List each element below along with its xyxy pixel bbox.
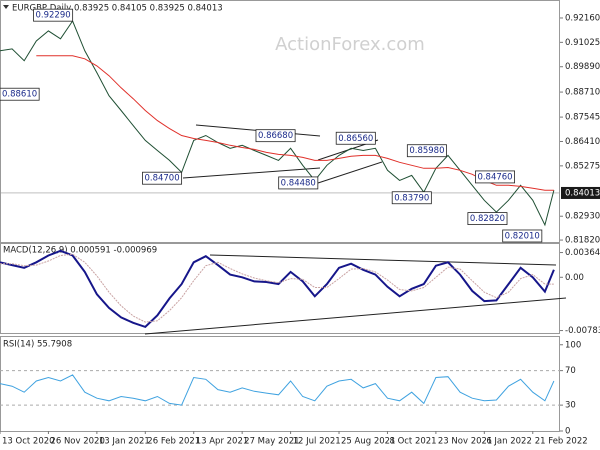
annotation-label: 0.86680 [258, 131, 293, 141]
annotation-label: 0.84480 [281, 178, 316, 188]
x-tick-label: 21 Feb 2022 [535, 437, 588, 447]
series-line [36, 55, 554, 191]
annotation: 0.92290 [33, 8, 74, 22]
annotation-box [502, 229, 543, 243]
annotation: 0.86560 [335, 131, 376, 145]
y-tick-label: 0.88710 [565, 88, 600, 98]
annotation: 0.83790 [391, 191, 432, 205]
annotation-box [391, 191, 432, 205]
rsi-title: RSI(14) 55.7908 [3, 340, 72, 350]
annotation-box [0, 87, 40, 101]
annotation-box [255, 129, 296, 143]
x-tick-label: 26 Nov 2020 [50, 437, 104, 447]
x-tick-label: 8 Oct 2021 [389, 437, 436, 447]
y-tick-label: 0.81820 [565, 236, 600, 246]
x-tick-label: 26 Feb 2021 [147, 437, 200, 447]
title-icon [3, 5, 9, 9]
y-tick-label: 0.86410 [565, 137, 600, 147]
y-tick-label: 0.91025 [565, 38, 600, 48]
y-tick-label: 0.003641 [565, 248, 600, 258]
annotation: 0.86680 [255, 129, 296, 143]
annotation-label: 0.82010 [505, 231, 540, 241]
macd-panel-frame [0, 243, 560, 334]
annotation-label: 0.84700 [144, 174, 179, 184]
series-line [0, 19, 555, 227]
y-tick-label: 0.82930 [565, 212, 600, 222]
series-line [0, 374, 555, 406]
annotation: 0.84760 [475, 170, 515, 184]
annotation-label: 0.86560 [338, 134, 373, 144]
annotation-label: 0.85980 [409, 146, 444, 156]
last-price-label: 0.84013 [565, 188, 600, 198]
y-tick-label: 0.92160 [565, 13, 600, 23]
y-tick-label: 0.87545 [565, 113, 600, 123]
x-tick-label: 13 Jan 2021 [99, 437, 150, 447]
y-tick-label: 0.89890 [565, 62, 600, 72]
x-tick-label: 13 Oct 2020 [2, 437, 55, 447]
macd-title: MACD(12,26,9) 0.000591 -0.000969 [3, 246, 157, 256]
annotation-box [475, 170, 515, 184]
x-tick-label: 12 Jul 2021 [293, 437, 341, 447]
series-line [0, 253, 554, 323]
last-price-box [561, 186, 600, 199]
trend-line [209, 254, 557, 266]
trend-line [144, 297, 567, 335]
price-panel-frame [0, 0, 560, 243]
annotation: 0.82010 [502, 229, 543, 243]
annotation-label: 0.88610 [2, 90, 37, 100]
y-tick-label: -0.007839 [565, 326, 600, 336]
chart-title: EURGBP,Daily 0.83925 0.84105 0.83925 0.8… [12, 4, 223, 14]
y-tick-label: 0 [565, 427, 570, 437]
y-tick-label: 70 [565, 366, 576, 376]
watermark: ActionForex.com [275, 34, 425, 55]
x-tick-label: 25 Aug 2021 [341, 437, 395, 447]
trend-line [317, 161, 383, 184]
annotation-box [33, 8, 74, 22]
x-tick-label: 13 Apr 2021 [196, 437, 249, 447]
annotation-label: 0.92290 [35, 11, 70, 21]
y-tick-label: 30 [565, 401, 576, 411]
annotation-box [406, 144, 447, 158]
x-tick-label: 6 Jan 2022 [486, 437, 532, 447]
annotation-label: 0.83790 [394, 193, 429, 203]
x-tick-label: 23 Nov 2021 [438, 437, 492, 447]
annotation-box [467, 212, 508, 225]
annotation: 0.85980 [406, 144, 447, 158]
annotation: 0.84480 [278, 176, 319, 190]
y-tick-label: 100 [565, 340, 581, 350]
series-line [0, 249, 555, 329]
annotation-label: 0.82820 [470, 214, 505, 224]
y-tick-label: 0.00 [565, 273, 584, 283]
annotation: 0.88610 [0, 87, 40, 101]
x-tick-label: 27 May 2021 [244, 437, 299, 447]
y-tick-label: 0.85275 [565, 161, 600, 171]
annotation-box [142, 171, 183, 185]
annotation-label: 0.84760 [477, 172, 512, 182]
annotation-box [278, 176, 319, 190]
trend-line [182, 167, 321, 179]
annotation: 0.82820 [467, 212, 508, 225]
annotation-box [335, 131, 376, 145]
annotation: 0.84700 [142, 171, 183, 185]
